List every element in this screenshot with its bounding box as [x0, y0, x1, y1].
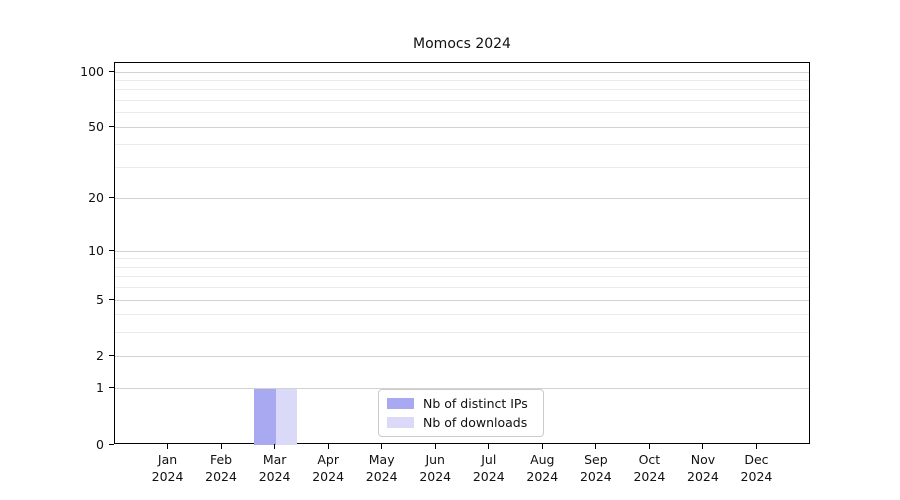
legend-swatch-downloads	[387, 417, 414, 428]
y-axis-tick-label: 5	[96, 291, 104, 307]
x-tick-year: 2024	[633, 469, 666, 484]
x-axis-tick-label: Aug 2024	[506, 451, 578, 485]
x-tick-month: Dec	[744, 452, 769, 467]
minor-gridline	[115, 167, 809, 168]
x-axis-tick-label: Jan 2024	[132, 451, 204, 485]
x-axis-tick-label: Jun 2024	[399, 451, 471, 485]
minor-gridline	[115, 258, 809, 260]
x-axis-tick-label: Feb 2024	[185, 451, 257, 485]
y-axis-tick-label: 0	[96, 436, 104, 452]
x-axis-tick-label: May 2024	[346, 451, 418, 485]
x-tick-year: 2024	[151, 469, 184, 484]
legend-label-distinct-ips: Nb of distinct IPs	[423, 396, 528, 411]
major-gridline	[115, 250, 809, 252]
x-tick-mark	[488, 444, 490, 449]
y-axis-tick-label: 50	[88, 118, 104, 134]
bar-nb-of-downloads-mar	[275, 388, 298, 445]
x-tick-month: Nov	[690, 452, 716, 467]
legend-item-downloads: Nb of downloads	[387, 415, 535, 430]
x-tick-month: Aug	[530, 452, 555, 467]
y-tick-mark	[109, 70, 114, 72]
x-axis-tick-label: Nov 2024	[667, 451, 739, 485]
y-tick-mark	[109, 354, 114, 356]
x-tick-mark	[702, 444, 704, 449]
x-tick-month: Jul	[481, 452, 497, 467]
x-axis-tick-label: Dec 2024	[720, 451, 792, 485]
y-tick-mark	[109, 197, 114, 199]
minor-gridline	[115, 266, 809, 268]
x-tick-mark	[220, 444, 222, 449]
major-gridline	[115, 355, 809, 357]
x-tick-mark	[595, 444, 597, 449]
x-tick-month: Sep	[584, 452, 608, 467]
x-tick-year: 2024	[526, 469, 559, 484]
x-tick-year: 2024	[740, 469, 773, 484]
y-axis-tick-label: 1	[96, 380, 104, 396]
chart-title: Momocs 2024	[413, 36, 511, 52]
x-tick-year: 2024	[419, 469, 452, 484]
x-tick-month: Jun	[425, 452, 445, 467]
x-axis-tick-label: Mar 2024	[239, 451, 311, 485]
major-gridline	[115, 126, 809, 128]
legend-label-downloads: Nb of downloads	[423, 415, 528, 430]
minor-gridline	[115, 276, 809, 278]
x-axis-tick-label: Apr 2024	[292, 451, 364, 485]
x-tick-year: 2024	[312, 469, 345, 484]
y-tick-mark	[109, 125, 114, 127]
x-tick-mark	[755, 444, 757, 449]
y-axis-tick-label: 10	[88, 242, 104, 258]
x-tick-month: Jan	[157, 452, 178, 467]
minor-gridline	[115, 144, 809, 146]
x-tick-year: 2024	[258, 469, 291, 484]
x-tick-mark	[381, 444, 383, 449]
minor-gridline	[115, 79, 809, 81]
y-axis-tick-label: 20	[88, 190, 104, 206]
x-axis-tick-label: Oct 2024	[613, 451, 685, 485]
y-tick-mark	[109, 443, 114, 445]
y-tick-mark	[109, 249, 114, 251]
y-axis-tick-label: 100	[80, 63, 104, 79]
major-gridline	[115, 198, 809, 200]
y-tick-mark	[109, 298, 114, 300]
x-tick-mark	[274, 444, 276, 449]
major-gridline	[115, 299, 809, 301]
x-tick-month: May	[368, 452, 395, 467]
major-gridline	[115, 388, 809, 390]
legend-item-distinct-ips: Nb of distinct IPs	[387, 396, 535, 411]
x-axis-tick-label: Sep 2024	[560, 451, 632, 485]
x-tick-mark	[541, 444, 543, 449]
minor-gridline	[115, 89, 809, 91]
y-axis-tick-label: 2	[96, 347, 104, 363]
x-axis-tick-label: Jul 2024	[453, 451, 525, 485]
x-tick-year: 2024	[472, 469, 505, 484]
x-tick-month: Oct	[638, 452, 661, 467]
legend: Nb of distinct IPs Nb of downloads	[378, 389, 544, 437]
minor-gridline	[115, 332, 809, 334]
minor-gridline	[115, 100, 809, 102]
x-tick-year: 2024	[365, 469, 398, 484]
x-tick-year: 2024	[579, 469, 612, 484]
x-tick-mark	[167, 444, 169, 449]
plot-area	[114, 62, 810, 445]
y-tick-mark	[109, 387, 114, 389]
x-tick-mark	[648, 444, 650, 449]
x-tick-mark	[327, 444, 329, 449]
legend-swatch-distinct-ips	[387, 398, 414, 409]
minor-gridline	[115, 314, 809, 316]
x-tick-month: Feb	[209, 452, 233, 467]
major-gridline	[115, 71, 809, 73]
x-tick-year: 2024	[687, 469, 719, 484]
bar-nb-of-distinct-ips-mar	[254, 388, 276, 445]
x-tick-mark	[434, 444, 436, 449]
minor-gridline	[115, 112, 809, 114]
x-tick-month: Mar	[262, 452, 287, 467]
x-tick-year: 2024	[205, 469, 237, 484]
x-tick-month: Apr	[317, 452, 339, 467]
minor-gridline	[115, 287, 809, 289]
